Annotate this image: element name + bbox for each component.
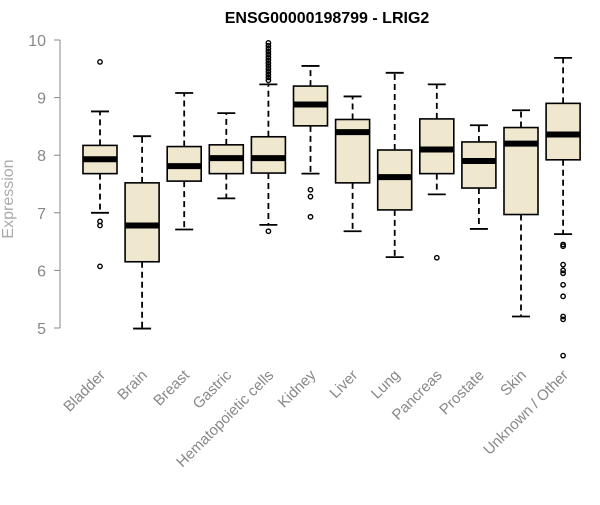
y-axis: 5 6 7 8 9 10 (28, 33, 61, 338)
box-pancreas (418, 83, 455, 261)
outlier-point (265, 74, 272, 81)
outlier-point (265, 60, 272, 66)
outlier-point (265, 71, 272, 78)
box-hematopoietic-cells (250, 39, 287, 235)
outlier-point (265, 63, 272, 69)
plot-area (82, 39, 581, 359)
y-tick-label: 10 (28, 33, 46, 50)
box-kidney (292, 65, 329, 220)
box-skin (503, 109, 539, 318)
outlier-point (560, 352, 566, 359)
box-breast (166, 92, 202, 231)
outlier-point (307, 213, 314, 220)
outlier-point (307, 193, 314, 200)
box-liver (334, 95, 371, 233)
box-iqr (250, 135, 287, 174)
outlier-point (97, 263, 103, 270)
x-category-label: Breast (150, 366, 193, 409)
outlier-point (265, 68, 272, 75)
outlier-point (560, 316, 566, 323)
outlier-point (97, 222, 103, 229)
y-tick-label: 7 (37, 206, 46, 223)
box-lung (376, 71, 413, 259)
y-tick-label: 8 (37, 148, 46, 165)
box-unknown-other (545, 56, 581, 359)
box-iqr (334, 118, 371, 184)
box-iqr (418, 118, 455, 175)
outlier-point (265, 228, 272, 235)
box-iqr (461, 141, 497, 189)
x-category-label: Prostate (436, 367, 488, 419)
outlier-point (560, 261, 566, 268)
x-category-label: Brain (114, 367, 151, 404)
outlier-point (560, 267, 566, 274)
box-prostate (461, 124, 497, 230)
x-category-label: Kidney (275, 366, 320, 411)
box-bladder (82, 58, 118, 270)
box-gastric (208, 112, 245, 200)
outlier-point (560, 293, 566, 300)
x-category-label: Skin (497, 367, 530, 400)
x-category-label: Bladder (60, 367, 109, 416)
y-axis-title: Expression (0, 159, 17, 238)
chart-title: ENSG00000198799 - LRIG2 (225, 10, 430, 27)
y-tick-label: 9 (37, 91, 46, 108)
x-category-label: Liver (326, 367, 361, 402)
outlier-point (560, 281, 566, 288)
outlier-point (265, 65, 272, 72)
y-tick-label: 5 (37, 321, 46, 338)
outlier-point (265, 39, 272, 46)
box-iqr (503, 126, 539, 216)
box-iqr (124, 182, 160, 263)
outlier-point (265, 57, 272, 64)
outlier-point (560, 243, 566, 250)
outlier-point (265, 51, 272, 58)
outlier-point (97, 58, 103, 65)
outlier-point (307, 186, 314, 193)
outlier-point (265, 54, 272, 61)
outlier-point (265, 45, 272, 52)
y-tick-label: 6 (37, 263, 46, 280)
outlier-point (433, 254, 440, 261)
box-brain (124, 135, 160, 330)
outlier-point (265, 77, 272, 84)
outlier-point (265, 42, 272, 49)
x-category-label: Lung (368, 367, 404, 403)
outlier-point (560, 270, 566, 277)
outlier-point (265, 48, 272, 55)
outlier-point (560, 313, 566, 320)
